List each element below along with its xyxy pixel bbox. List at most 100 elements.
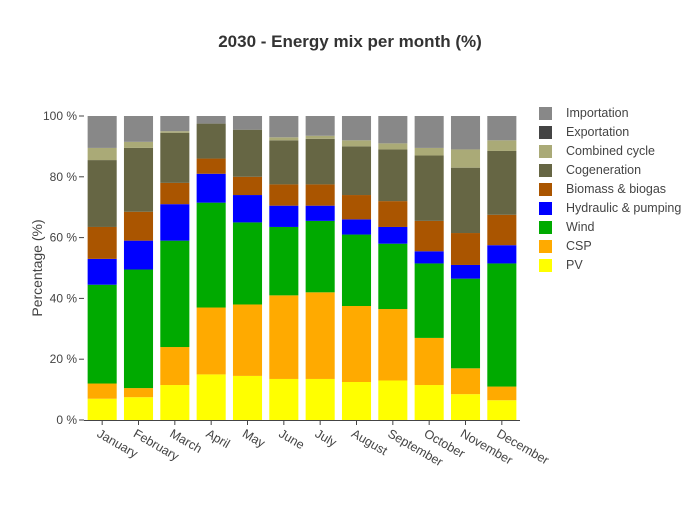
bar-segment[interactable]: August — Hydraulic & pumping: 5 % [341, 219, 372, 235]
bar-segment[interactable]: November — Biomass & biogas: 10.5 % [450, 233, 481, 265]
bar-segment[interactable]: August — Biomass & biogas: 8 % [341, 195, 372, 220]
bar-segment[interactable]: February — Cogeneration: 21 % [123, 147, 154, 212]
bar-segment[interactable]: January — CSP: 5 % [87, 383, 117, 399]
bar-segment[interactable]: July — Combined cycle: 1 % [305, 135, 335, 139]
bar-segment[interactable]: February — Combined cycle: 2 % [123, 141, 154, 148]
bar-segment[interactable]: January — Biomass & biogas: 10.5 % [87, 226, 117, 259]
bar-segment[interactable]: July — Hydraulic & pumping: 5 % [305, 205, 335, 221]
bar-segment[interactable]: March — Combined cycle: 0.5 % [160, 131, 190, 133]
bar-segment[interactable]: January — Cogeneration: 22 % [87, 160, 117, 227]
bar-segment[interactable]: August — PV: 12.5 % [341, 382, 372, 420]
bar-segment[interactable]: May — Importation: 4.5 % [232, 116, 263, 130]
bar-segment[interactable]: December — Biomass & biogas: 10 % [487, 214, 517, 246]
bar-segment[interactable]: October — Hydraulic & pumping: 4 % [414, 251, 444, 264]
bar-segment[interactable]: November — Importation: 11 % [450, 116, 481, 150]
legend-item[interactable]: Cogeneration [539, 161, 699, 180]
bar-segment[interactable]: July — Biomass & biogas: 7 % [305, 184, 335, 206]
bar-segment[interactable]: August — Wind: 23.5 % [341, 234, 372, 306]
bar-segment[interactable]: February — Biomass & biogas: 9.5 % [123, 211, 154, 241]
bar-segment[interactable]: April — Hydraulic & pumping: 9.5 % [196, 173, 226, 203]
bar-segment[interactable]: December — Hydraulic & pumping: 6 % [487, 245, 517, 264]
bar-segment[interactable]: March — Importation: 5 % [160, 116, 190, 132]
bar-segment[interactable]: November — Combined cycle: 6 % [450, 149, 481, 168]
bar-segment[interactable]: September — PV: 13 % [378, 380, 408, 420]
bar-segment[interactable]: July — Importation: 6.5 % [305, 116, 335, 136]
bar-segment[interactable]: February — PV: 7.5 % [123, 397, 154, 420]
bar-segment[interactable]: January — Importation: 10.5 % [87, 116, 117, 148]
bar-segment[interactable]: June — Hydraulic & pumping: 7 % [269, 205, 299, 227]
legend-item[interactable]: Hydraulic & pumping [539, 199, 699, 218]
bar-segment[interactable]: June — PV: 13.5 % [269, 378, 299, 420]
bar-segment[interactable]: April — Biomass & biogas: 5 % [196, 158, 226, 174]
bar-segment[interactable]: July — Wind: 23.5 % [305, 220, 335, 293]
bar-segment[interactable]: July — CSP: 28.5 % [305, 292, 335, 379]
bar-segment[interactable]: September — Cogeneration: 17 % [378, 149, 408, 202]
bar-segment[interactable]: June — Combined cycle: 1 % [269, 137, 299, 141]
bar-segment[interactable]: April — Wind: 34.5 % [196, 202, 226, 308]
bar-segment[interactable]: October — Cogeneration: 21.5 % [414, 155, 444, 221]
bar-segment[interactable]: November — Cogeneration: 21.5 % [450, 167, 481, 234]
bar-segment[interactable]: April — Cogeneration: 11.5 % [196, 123, 226, 159]
bar-segment[interactable]: November — PV: 8.5 % [450, 394, 481, 420]
bar-segment[interactable]: October — Combined cycle: 2.5 % [414, 147, 444, 156]
bar-segment[interactable]: December — PV: 6.5 % [487, 400, 517, 420]
bar-segment[interactable]: March — Cogeneration: 16.5 % [160, 132, 190, 183]
bar-segment[interactable]: February — CSP: 3 % [123, 388, 154, 398]
bar-segment[interactable]: May — PV: 14.5 % [232, 375, 263, 420]
bar-segment[interactable]: August — Cogeneration: 16 % [341, 146, 372, 196]
bar-segment[interactable]: March — Biomass & biogas: 7 % [160, 182, 190, 205]
bar-segment[interactable]: October — Biomass & biogas: 10 % [414, 220, 444, 252]
bar-segment[interactable]: July — PV: 13.5 % [305, 378, 335, 420]
legend-item[interactable]: Wind [539, 218, 699, 237]
bar-segment[interactable]: June — Cogeneration: 14.5 % [269, 140, 299, 185]
legend-item[interactable]: Combined cycle [539, 142, 699, 161]
bar-segment[interactable]: March — Wind: 35 % [160, 240, 190, 348]
bar-segment[interactable]: December — Combined cycle: 3.5 % [487, 140, 517, 151]
bar-segment[interactable]: August — Combined cycle: 2 % [341, 140, 372, 147]
bar-segment[interactable]: December — Wind: 40.5 % [487, 263, 517, 387]
bar-segment[interactable]: November — Hydraulic & pumping: 4.5 % [450, 264, 481, 279]
bar-segment[interactable]: July — Cogeneration: 15 % [305, 138, 335, 185]
bar-segment[interactable]: May — Hydraulic & pumping: 9 % [232, 195, 263, 223]
bar-segment[interactable]: June — Biomass & biogas: 7 % [269, 184, 299, 206]
bar-segment[interactable]: June — Wind: 22.5 % [269, 226, 299, 296]
bar-segment[interactable]: September — CSP: 23.5 % [378, 309, 408, 381]
bar-segment[interactable]: October — Importation: 10.5 % [414, 116, 444, 148]
bar-segment[interactable]: January — PV: 7 % [87, 398, 117, 420]
bar-segment[interactable]: May — CSP: 23.5 % [232, 304, 263, 376]
bar-segment[interactable]: December — CSP: 4.5 % [487, 386, 517, 401]
bar-segment[interactable]: March — Hydraulic & pumping: 12 % [160, 204, 190, 241]
bar-segment[interactable]: September — Hydraulic & pumping: 5.5 % [378, 226, 408, 244]
bar-segment[interactable]: November — Wind: 29.5 % [450, 278, 481, 369]
bar-segment[interactable]: September — Wind: 21.5 % [378, 243, 408, 310]
bar-segment[interactable]: February — Wind: 39 % [123, 269, 154, 389]
bar-segment[interactable]: May — Cogeneration: 15.5 % [232, 129, 263, 177]
bar-segment[interactable]: January — Combined cycle: 4 % [87, 147, 117, 161]
bar-segment[interactable]: March — CSP: 12.5 % [160, 347, 190, 386]
bar-segment[interactable]: May — Wind: 27 % [232, 222, 263, 305]
bar-segment[interactable]: October — CSP: 15.5 % [414, 337, 444, 386]
bar-segment[interactable]: January — Hydraulic & pumping: 8.5 % [87, 258, 117, 285]
bar-segment[interactable]: September — Combined cycle: 2 % [378, 143, 408, 150]
bar-segment[interactable]: May — Biomass & biogas: 6 % [232, 176, 263, 196]
bar-segment[interactable]: April — CSP: 22 % [196, 307, 226, 375]
bar-segment[interactable]: September — Biomass & biogas: 8.5 % [378, 201, 408, 227]
bar-segment[interactable]: August — Importation: 8 % [341, 116, 372, 141]
bar-segment[interactable]: February — Hydraulic & pumping: 9.5 % [123, 240, 154, 270]
legend-item[interactable]: Importation [539, 104, 699, 123]
bar-segment[interactable]: April — Importation: 2.5 % [196, 116, 226, 124]
bar-segment[interactable]: March — PV: 11.5 % [160, 385, 190, 420]
legend-item[interactable]: CSP [539, 237, 699, 256]
legend-item[interactable]: Exportation [539, 123, 699, 142]
bar-segment[interactable]: April — PV: 15 % [196, 374, 226, 420]
legend-item[interactable]: Biomass & biogas [539, 180, 699, 199]
bar-segment[interactable]: September — Importation: 9 % [378, 116, 408, 144]
bar-segment[interactable]: August — CSP: 25 % [341, 306, 372, 382]
bar-segment[interactable]: January — Wind: 32.5 % [87, 284, 117, 384]
bar-segment[interactable]: October — Wind: 24.5 % [414, 263, 444, 338]
legend-item[interactable]: PV [539, 256, 699, 275]
bar-segment[interactable]: November — CSP: 8.5 % [450, 368, 481, 395]
bar-segment[interactable]: October — PV: 11.5 % [414, 385, 444, 420]
bar-segment[interactable]: December — Importation: 8 % [487, 116, 517, 141]
bar-segment[interactable]: June — CSP: 27.5 % [269, 295, 299, 379]
